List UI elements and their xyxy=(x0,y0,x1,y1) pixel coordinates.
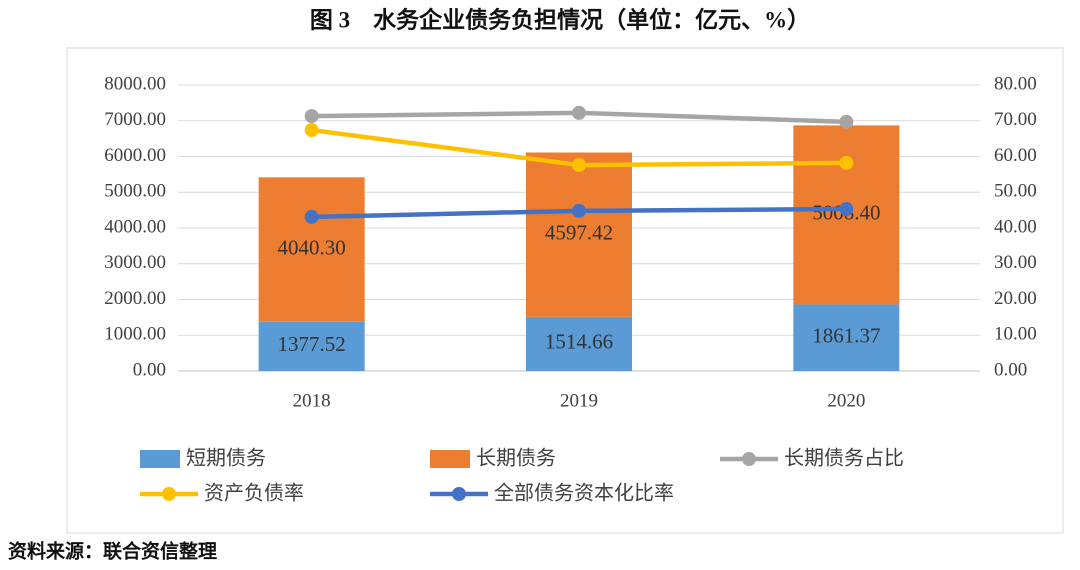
y-tick-label: 2000.00 xyxy=(104,288,166,309)
legend-swatch xyxy=(430,450,470,468)
line-marker xyxy=(572,158,586,173)
y2-tick-label: 0.00 xyxy=(994,359,1027,380)
y-tick-label: 1000.00 xyxy=(104,324,166,345)
legend-swatch xyxy=(140,450,180,468)
y2-tick-label: 10.00 xyxy=(994,324,1037,345)
bar xyxy=(526,316,632,371)
line-marker xyxy=(839,114,854,129)
y-tick-label: 6000.00 xyxy=(104,145,166,166)
x-tick-label: 2020 xyxy=(827,390,865,411)
bar xyxy=(793,304,900,371)
line-marker xyxy=(572,203,586,218)
bar xyxy=(258,177,365,322)
x-tick-label: 2018 xyxy=(293,390,331,411)
legend-swatch xyxy=(742,452,756,466)
data-label: 1377.52 xyxy=(278,332,346,356)
line-marker xyxy=(839,202,854,217)
chart-frame xyxy=(66,47,1064,534)
legend-label: 短期债务 xyxy=(186,446,266,470)
y-tick-label: 8000.00 xyxy=(104,73,166,94)
data-label: 1861.37 xyxy=(812,324,880,348)
data-label: 1514.66 xyxy=(545,330,613,354)
y-tick-label: 3000.00 xyxy=(104,252,166,273)
y-tick-label: 4000.00 xyxy=(104,216,166,237)
y-tick-label: 5000.00 xyxy=(104,181,166,202)
legend-label: 长期债务 xyxy=(476,446,556,470)
source-note: 资料来源：联合资信整理 xyxy=(8,539,217,562)
y2-tick-label: 70.00 xyxy=(994,109,1037,130)
line-marker xyxy=(304,209,319,224)
chart-title: 图 3 水务企业债务负担情况（单位：亿元、%） xyxy=(310,6,810,32)
y2-tick-label: 60.00 xyxy=(994,145,1037,166)
legend-swatch xyxy=(452,487,466,501)
bar xyxy=(258,321,365,371)
y2-tick-label: 80.00 xyxy=(994,73,1037,94)
legend-label: 资产负债率 xyxy=(204,481,304,505)
y2-tick-label: 30.00 xyxy=(994,252,1037,273)
data-label: 4597.42 xyxy=(545,220,613,244)
y2-tick-label: 50.00 xyxy=(994,181,1037,202)
line-marker xyxy=(304,123,319,138)
y2-tick-label: 40.00 xyxy=(994,216,1037,237)
legend-label: 全部债务资本化比率 xyxy=(494,481,674,505)
legend-swatch xyxy=(162,487,176,501)
line-marker xyxy=(572,105,586,120)
bar xyxy=(526,152,632,317)
y-tick-label: 0.00 xyxy=(133,359,166,380)
y-tick-label: 7000.00 xyxy=(104,109,166,130)
line-marker xyxy=(304,109,319,124)
data-label: 4040.30 xyxy=(278,235,346,259)
legend-label: 长期债务占比 xyxy=(784,446,904,470)
x-tick-label: 2019 xyxy=(560,390,598,411)
line-marker xyxy=(839,155,854,170)
y2-tick-label: 20.00 xyxy=(994,288,1037,309)
